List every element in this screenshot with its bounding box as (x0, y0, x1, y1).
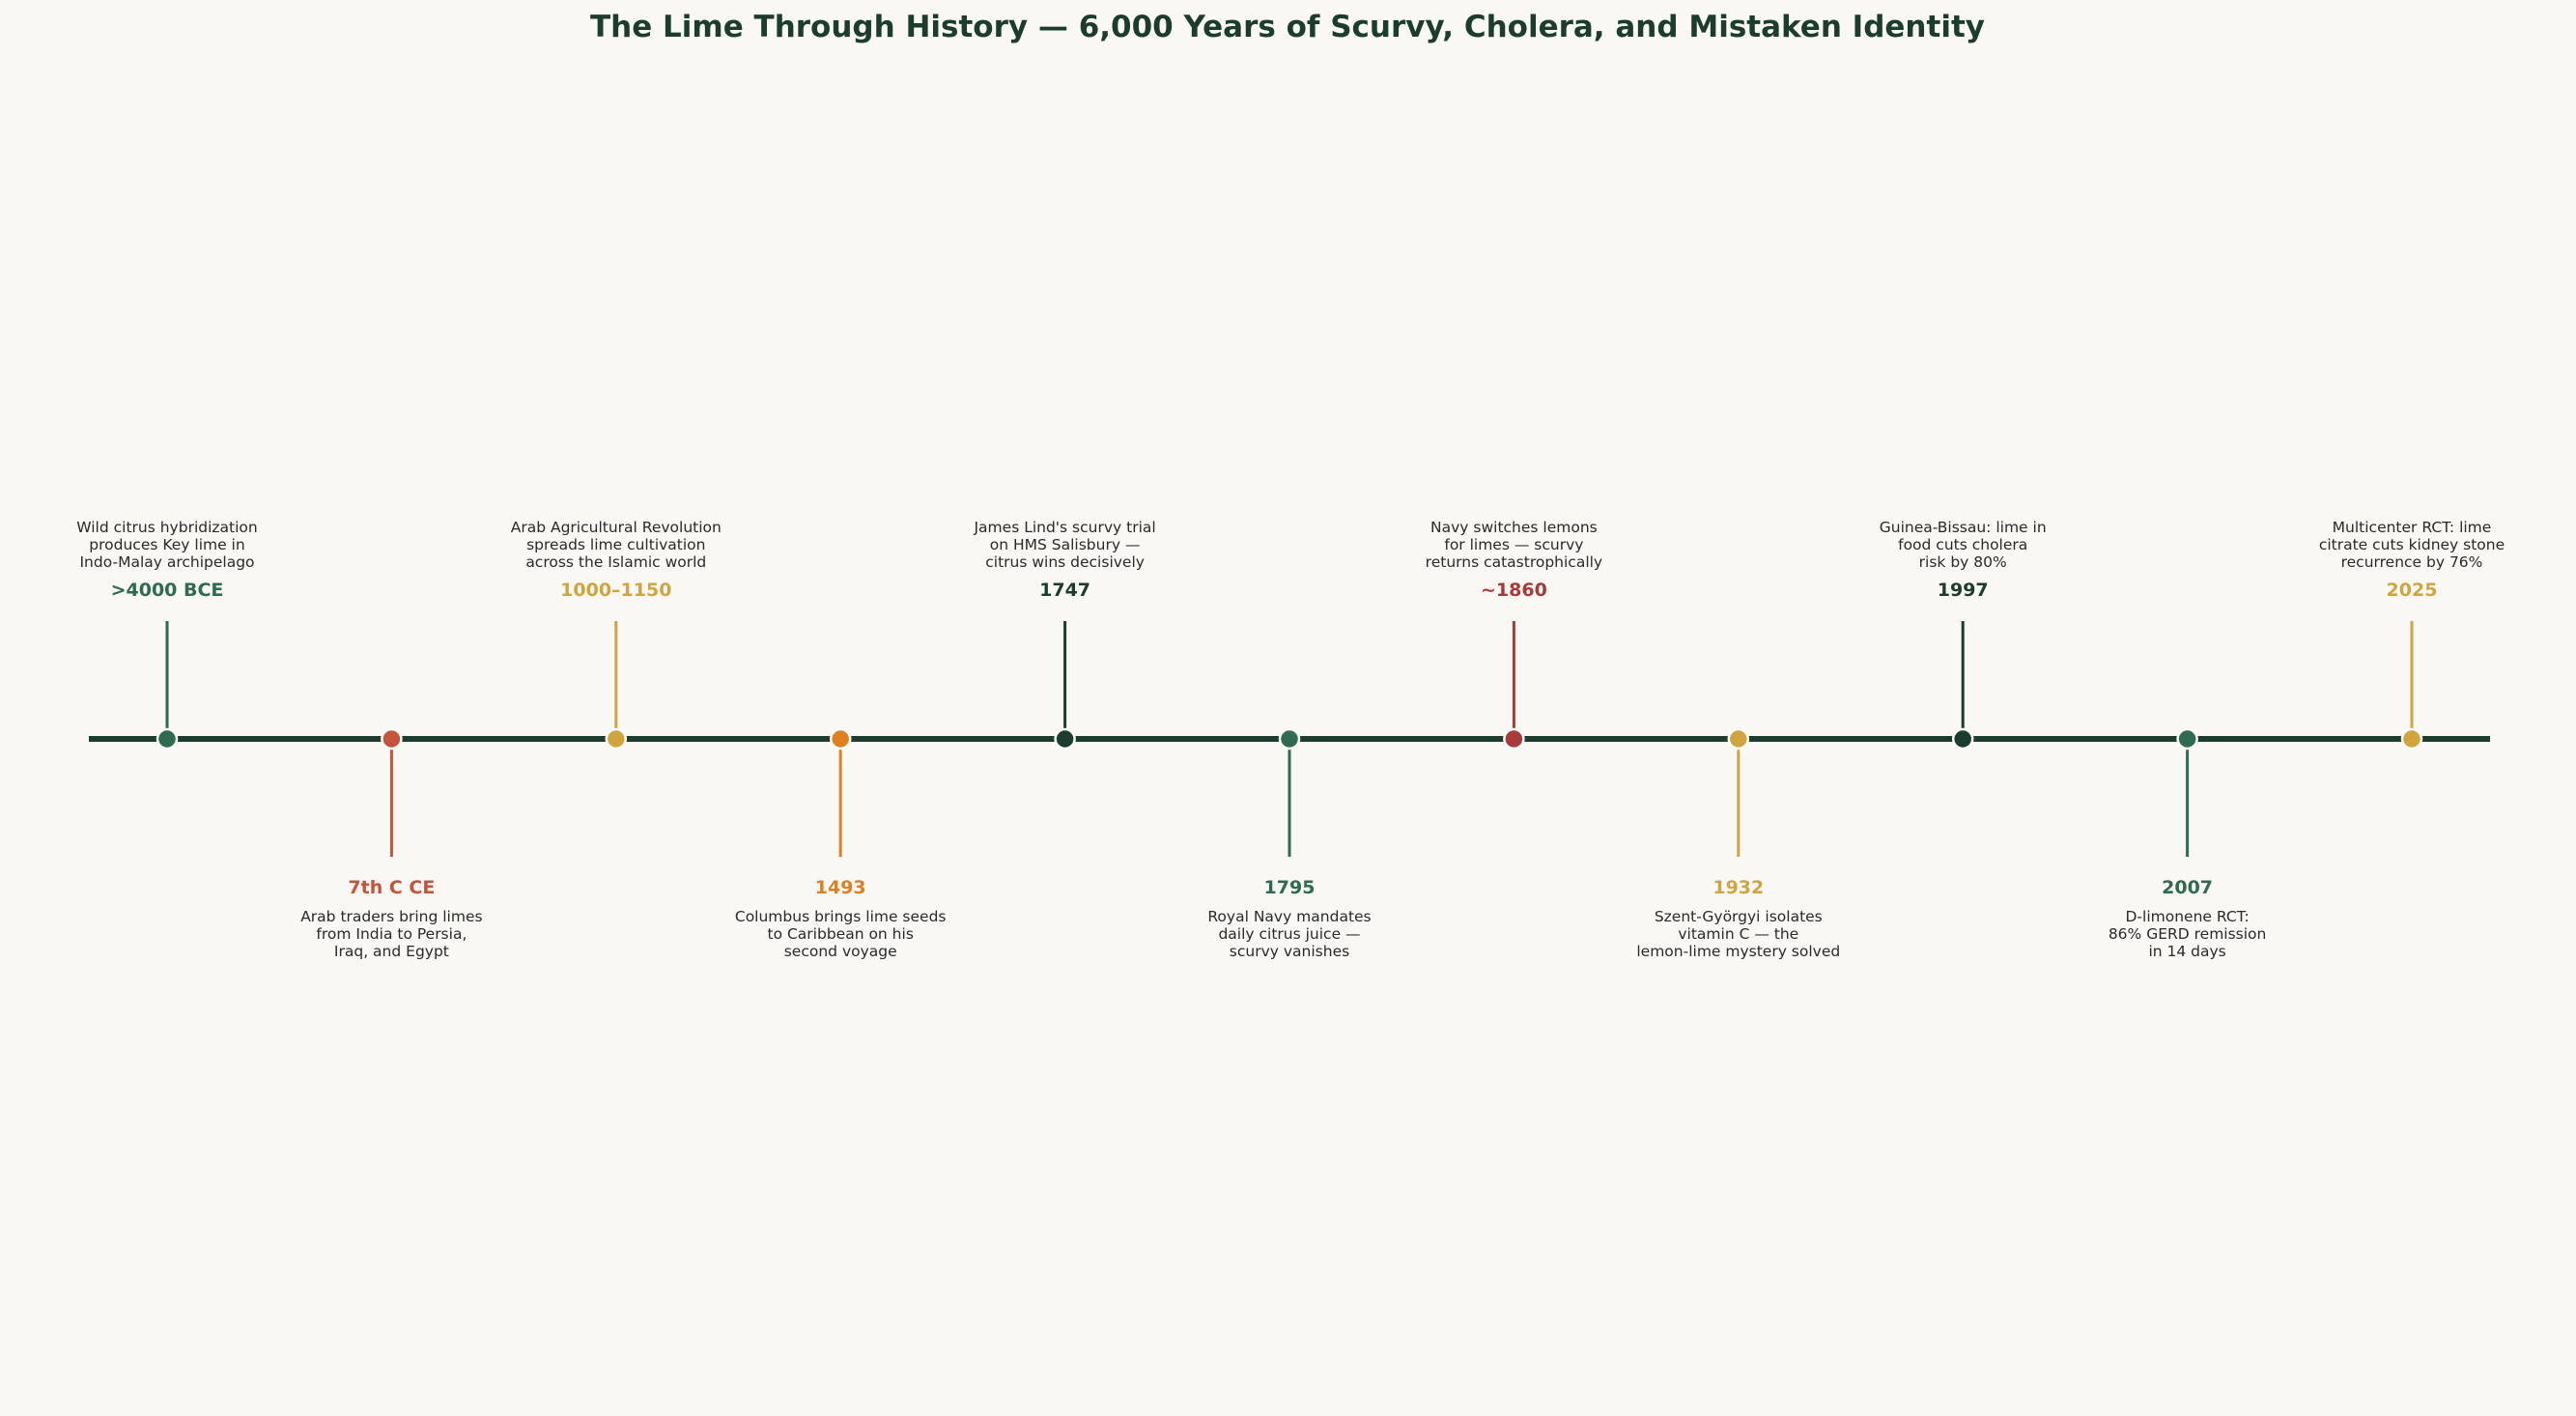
event-description-line: Guinea-Bissau: lime in (1880, 519, 2047, 536)
event-description-line: from India to Persia, (316, 925, 467, 943)
event-date: 2025 (2387, 580, 2438, 601)
event-description-line: returns catastrophically (1426, 553, 1602, 571)
event-description-line: Multicenter RCT: lime (2333, 519, 2492, 536)
event-marker (1054, 727, 1076, 750)
event-marker (605, 727, 628, 750)
event-description-line: vitamin C — the (1678, 925, 1798, 943)
event-description-line: citrus wins decisively (985, 553, 1145, 571)
event-date: 1493 (815, 877, 866, 898)
event-date: 1747 (1039, 580, 1090, 601)
event-marker (1951, 727, 1974, 750)
event-description-line: Arab traders bring limes (300, 908, 482, 925)
event-description-line: Wild citrus hybridization (76, 519, 257, 536)
event-description-line: for limes — scurvy (1444, 536, 1583, 553)
page-title: The Lime Through History — 6,000 Years o… (590, 10, 1985, 44)
timeline-event: 1000–1150 Arab Agricultural Revolutionspr… (511, 519, 722, 750)
event-description-line: lemon-lime mystery solved (1636, 943, 1840, 960)
event-marker (381, 727, 403, 750)
event-date: 1932 (1713, 877, 1764, 898)
event-description-line: citrate cuts kidney stone (2319, 536, 2505, 553)
event-description-line: Arab Agricultural Revolution (511, 519, 722, 536)
event-date: 7th C CE (348, 877, 435, 898)
event-description-line: 86% GERD remission (2109, 925, 2267, 943)
event-description-line: scurvy vanishes (1230, 943, 1349, 960)
event-date: ~1860 (1481, 580, 1547, 601)
event-marker (829, 727, 852, 750)
event-marker (1278, 727, 1301, 750)
event-date: 1997 (1938, 580, 1989, 601)
event-description-line: on HMS Salisbury — (990, 536, 1141, 553)
event-description-line: daily citrus juice — (1218, 925, 1360, 943)
event-description-line: Iraq, and Egypt (334, 943, 449, 960)
event-description-line: produces Key lime in (89, 536, 244, 553)
event-description-line: to Caribbean on his (768, 925, 914, 943)
event-marker (1503, 727, 1525, 750)
event-description-line: spreads lime cultivation (526, 536, 705, 553)
timeline-event: 2007 D-limonene RCT:86% GERD remissionin … (2109, 727, 2267, 960)
event-description-line: Navy switches lemons (1430, 519, 1598, 536)
timeline-events: >4000 BCE Wild citrus hybridizationproduc… (76, 519, 2505, 960)
event-marker (2400, 727, 2423, 750)
event-description-line: across the Islamic world (525, 553, 706, 571)
event-description-line: D-limonene RCT: (2126, 908, 2250, 925)
event-date: 1795 (1264, 877, 1316, 898)
event-description-line: Columbus brings lime seeds (735, 908, 947, 925)
event-description-line: risk by 80% (1919, 553, 2007, 571)
event-date: 1000–1150 (560, 580, 671, 601)
event-description-line: in 14 days (2148, 943, 2225, 960)
event-description-line: second voyage (784, 943, 897, 960)
event-marker (1727, 727, 1750, 750)
event-description-line: Szent-Györgyi isolates (1655, 908, 1823, 925)
event-description-line: food cuts cholera (1898, 536, 2027, 553)
event-description-line: Indo-Malay archipelago (79, 553, 254, 571)
event-date: 2007 (2162, 877, 2213, 898)
event-marker (2176, 727, 2198, 750)
event-date: >4000 BCE (111, 580, 224, 601)
event-description-line: recurrence by 76% (2341, 553, 2483, 571)
event-description-line: James Lind's scurvy trial (973, 519, 1155, 536)
event-description-line: Royal Navy mandates (1207, 908, 1371, 925)
timeline-event: >4000 BCE Wild citrus hybridizationproduc… (76, 519, 258, 750)
event-marker (156, 727, 179, 750)
